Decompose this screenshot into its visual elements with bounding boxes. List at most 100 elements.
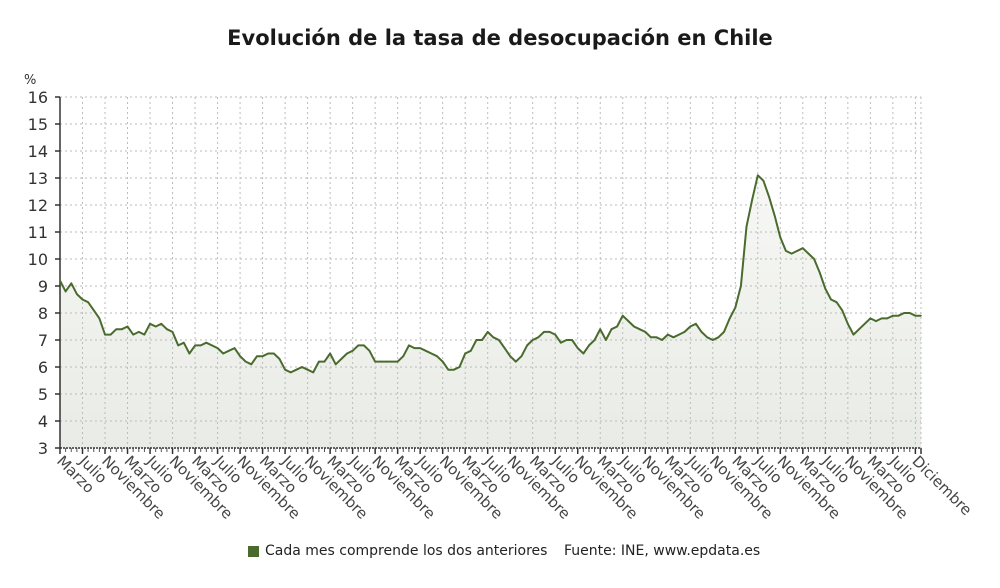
data-point xyxy=(734,306,737,309)
data-point xyxy=(464,352,466,355)
data-point xyxy=(368,350,371,352)
data-point xyxy=(616,325,618,328)
data-point xyxy=(137,331,140,333)
data-point xyxy=(171,331,174,333)
data-point xyxy=(424,350,427,352)
data-point xyxy=(886,317,889,320)
data-point xyxy=(470,350,472,352)
data-point xyxy=(897,314,900,317)
data-point xyxy=(329,352,331,355)
data-point xyxy=(498,339,500,341)
y-tick-label: 4 xyxy=(38,412,48,431)
data-point xyxy=(70,282,73,285)
data-point xyxy=(757,174,759,177)
data-point xyxy=(188,352,191,355)
data-point xyxy=(306,368,309,371)
data-point xyxy=(273,352,275,355)
data-point xyxy=(790,252,793,255)
data-point xyxy=(267,352,270,355)
data-point xyxy=(779,236,782,239)
data-point xyxy=(408,344,410,347)
y-tick-label: 11 xyxy=(28,223,48,242)
data-point xyxy=(64,290,67,293)
y-tick-label: 5 xyxy=(38,385,48,404)
data-point xyxy=(503,347,506,349)
data-point xyxy=(81,298,84,301)
data-point xyxy=(76,293,78,295)
data-point xyxy=(419,347,421,349)
data-point xyxy=(222,352,224,355)
y-tick-label: 12 xyxy=(28,196,48,215)
data-point xyxy=(610,328,613,331)
legend-swatch xyxy=(248,545,259,557)
data-point xyxy=(458,366,461,368)
data-point xyxy=(250,363,253,366)
data-point xyxy=(543,331,545,333)
data-point xyxy=(711,339,714,341)
data-point xyxy=(723,331,725,333)
data-point xyxy=(863,323,866,325)
y-tick-label: 15 xyxy=(28,115,48,134)
data-point xyxy=(340,358,343,360)
data-point xyxy=(447,368,450,371)
data-point xyxy=(650,336,652,339)
data-point xyxy=(554,333,557,336)
data-point xyxy=(509,355,511,358)
data-point xyxy=(233,347,236,349)
data-point xyxy=(374,360,376,363)
y-tick-label: 10 xyxy=(28,250,48,269)
data-point xyxy=(98,317,101,320)
data-point xyxy=(357,344,360,347)
data-point xyxy=(154,325,157,328)
data-point xyxy=(475,339,478,341)
data-point xyxy=(745,225,748,228)
data-point xyxy=(869,317,872,320)
data-point xyxy=(599,328,602,331)
data-point xyxy=(666,333,669,336)
data-point xyxy=(920,314,922,317)
data-point xyxy=(773,215,776,217)
data-point xyxy=(256,355,258,358)
data-point xyxy=(453,368,455,371)
data-point xyxy=(284,368,286,371)
data-point xyxy=(289,371,292,374)
data-point xyxy=(413,347,416,349)
data-point xyxy=(689,325,692,328)
data-point xyxy=(228,350,230,352)
data-point xyxy=(143,333,146,336)
data-point xyxy=(638,328,641,331)
data-point xyxy=(531,339,534,341)
y-tick-label: 14 xyxy=(28,142,48,161)
data-point xyxy=(858,328,860,331)
data-point xyxy=(740,285,742,287)
data-point xyxy=(244,360,247,363)
data-point xyxy=(160,323,163,325)
data-point xyxy=(683,331,686,333)
data-point xyxy=(914,314,917,317)
data-point xyxy=(486,331,489,333)
data-point xyxy=(908,312,911,314)
data-point xyxy=(430,352,433,355)
area-fill xyxy=(60,175,921,449)
y-tick-label: 3 xyxy=(38,439,48,458)
y-tick-label: 7 xyxy=(38,331,48,350)
data-point xyxy=(796,250,798,252)
data-point xyxy=(537,336,540,339)
data-point xyxy=(621,314,624,317)
data-point xyxy=(841,309,844,312)
data-point xyxy=(751,198,753,201)
data-point xyxy=(892,314,894,317)
data-point xyxy=(835,301,838,304)
data-point xyxy=(818,271,821,274)
y-tick-label: 9 xyxy=(38,277,48,296)
data-point xyxy=(402,355,405,358)
data-point xyxy=(379,360,382,363)
data-point xyxy=(436,355,438,358)
data-point xyxy=(655,336,658,339)
data-point xyxy=(334,363,337,366)
data-point xyxy=(301,366,303,368)
data-point xyxy=(700,331,703,333)
data-point xyxy=(768,196,770,198)
data-point xyxy=(194,344,196,347)
data-point xyxy=(109,333,112,336)
